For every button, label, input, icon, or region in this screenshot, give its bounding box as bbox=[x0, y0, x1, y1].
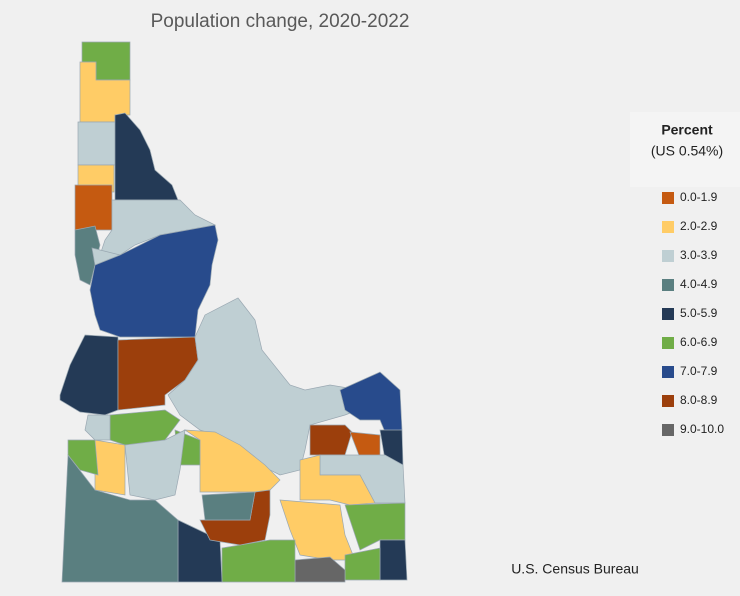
legend-swatch bbox=[662, 192, 674, 204]
county bbox=[99, 199, 217, 256]
legend-label: 7.0-7.9 bbox=[680, 364, 718, 378]
legend-swatch bbox=[662, 337, 674, 349]
legend-swatch bbox=[662, 424, 674, 436]
county bbox=[61, 454, 179, 583]
legend-label: 4.0-4.9 bbox=[680, 277, 718, 291]
legend-swatch bbox=[662, 279, 674, 291]
county bbox=[221, 539, 296, 583]
county bbox=[74, 225, 101, 286]
county bbox=[124, 429, 186, 501]
map-title: Population change, 2020-2022 bbox=[151, 11, 410, 32]
legend-subtitle: (US 0.54%) bbox=[651, 143, 723, 159]
county bbox=[309, 424, 353, 456]
legend-items: 0.0-1.9 2.0-2.9 3.0-3.9 4.0-4.9 5.0-5.9 6.0-6… bbox=[662, 190, 724, 436]
legend-label: 5.0-5.9 bbox=[680, 306, 718, 320]
county bbox=[77, 121, 116, 166]
county bbox=[67, 439, 99, 476]
legend-label: 9.0-10.0 bbox=[680, 422, 724, 436]
county bbox=[89, 224, 219, 338]
source: U.S. Census Bureau bbox=[511, 561, 639, 577]
legend-label: 8.0-8.9 bbox=[680, 393, 718, 407]
legend-label: 2.0-2.9 bbox=[680, 219, 718, 233]
county bbox=[201, 491, 256, 521]
county bbox=[299, 454, 376, 506]
legend-title: Percent bbox=[661, 122, 713, 138]
county bbox=[167, 297, 386, 476]
county bbox=[74, 184, 113, 231]
county bbox=[84, 414, 111, 441]
legend-label: 3.0-3.9 bbox=[680, 248, 718, 262]
legend-box bbox=[630, 112, 740, 187]
legend-swatch bbox=[662, 395, 674, 407]
county bbox=[379, 539, 408, 581]
legend-label: 0.0-1.9 bbox=[680, 190, 718, 204]
legend-swatch bbox=[662, 250, 674, 262]
county bbox=[94, 439, 126, 496]
legend-label: 6.0-6.9 bbox=[680, 335, 718, 349]
legend-swatch bbox=[662, 221, 674, 233]
county bbox=[279, 499, 356, 561]
legend-swatch bbox=[662, 308, 674, 320]
legend-swatch bbox=[662, 366, 674, 378]
counties bbox=[59, 41, 408, 583]
